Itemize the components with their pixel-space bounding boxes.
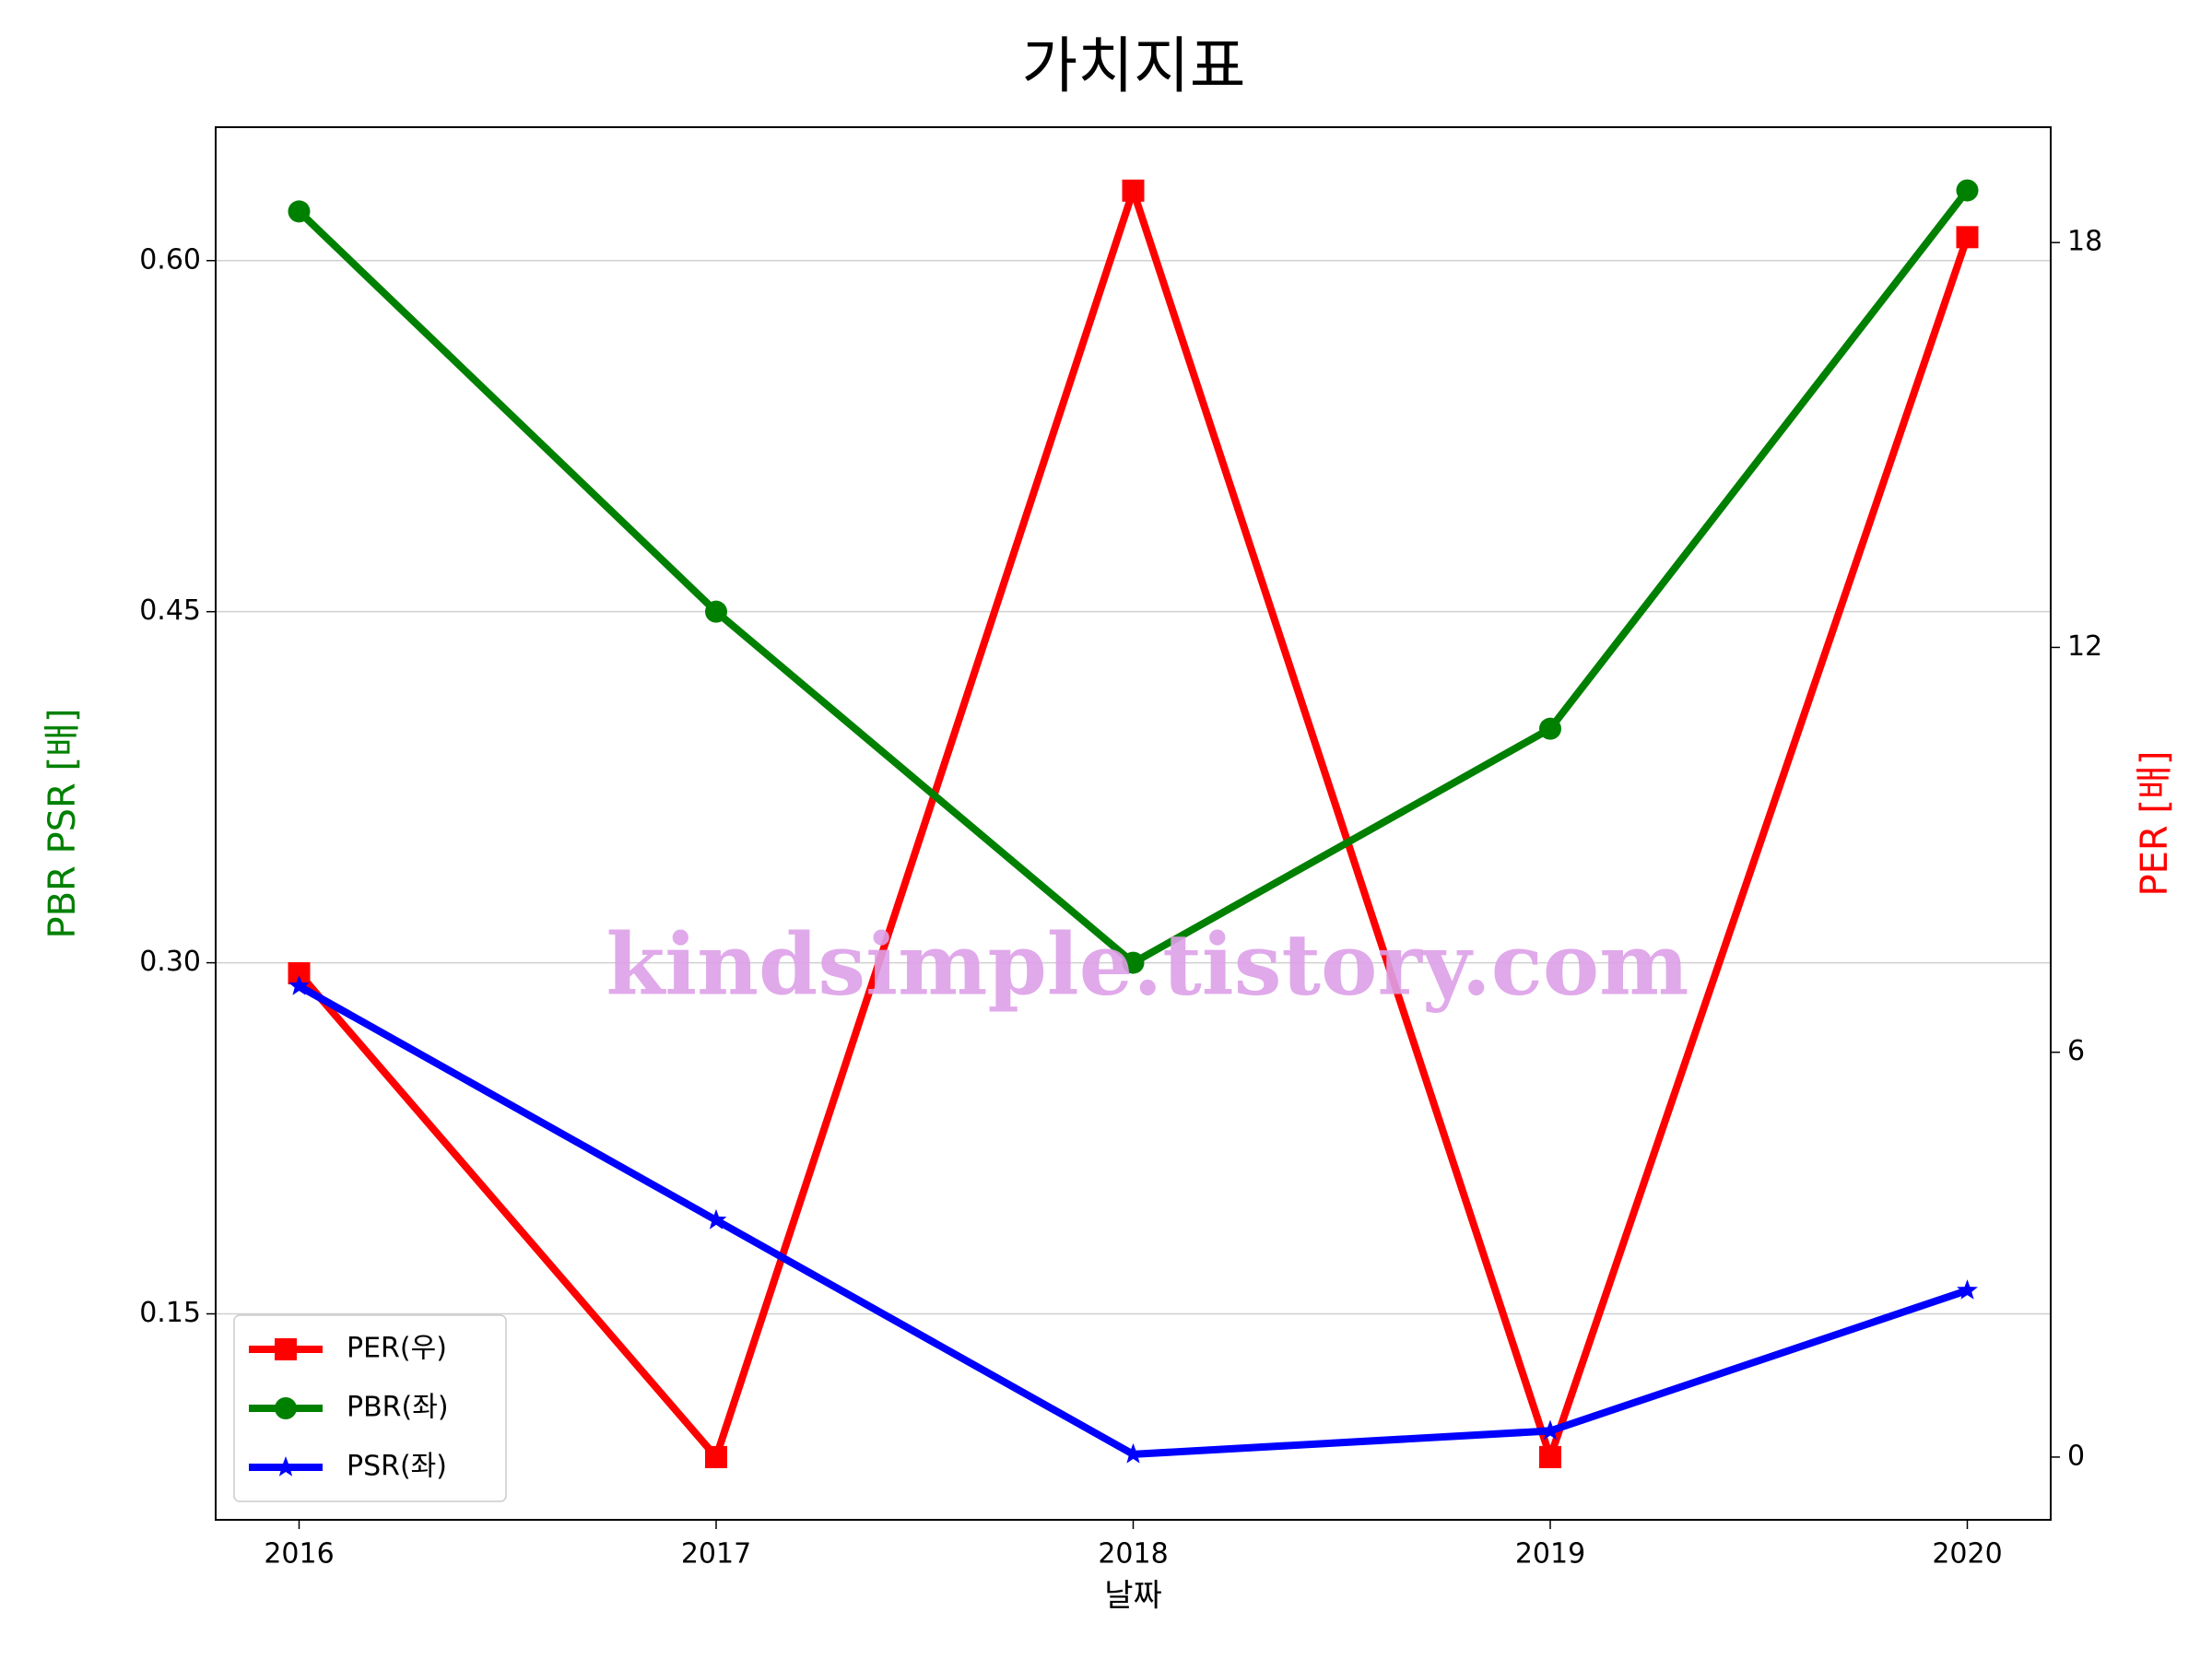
x-tick-label: 2019 [1515, 1538, 1585, 1571]
legend-label: PER(우) [347, 1333, 447, 1365]
y-axis-label: PBR PSR [배] [41, 708, 84, 938]
y-tick-label: 0.30 [139, 946, 201, 978]
x-tick-label: 2020 [1932, 1538, 2002, 1571]
y-tick-label: 0.45 [139, 594, 201, 627]
series-line [296, 188, 1971, 967]
legend-box [233, 1314, 507, 1502]
series-line [297, 982, 1969, 1458]
chart-title: 가치지표 [1022, 30, 1246, 101]
legend: PER(우) PBR(좌) PSR(좌) [233, 1314, 507, 1502]
marker [1539, 1419, 1561, 1441]
marker [1956, 226, 1979, 249]
x-tick-label: 2017 [681, 1538, 751, 1571]
marker [1122, 179, 1145, 202]
marker [288, 975, 310, 995]
marker [1956, 179, 1979, 202]
marker [1539, 1445, 1561, 1468]
legend-label: PSR(좌) [347, 1451, 447, 1483]
marker [1122, 951, 1145, 974]
y2-tick-label: 18 [2067, 226, 2102, 258]
marker [705, 1208, 727, 1230]
marker [288, 200, 311, 223]
watermark: kindsimple.tistory.com [606, 915, 1688, 1015]
marker [1123, 1442, 1144, 1464]
y-tick-label: 0.15 [139, 1297, 201, 1329]
marker [1957, 1279, 1978, 1300]
y-tick-label: 0.60 [139, 243, 201, 276]
marker [275, 1397, 297, 1419]
legend-label: PBR(좌) [347, 1392, 449, 1424]
marker [705, 1445, 727, 1468]
axes-frame [215, 126, 2052, 1521]
x-tick-label: 2018 [1098, 1538, 1168, 1571]
series-line [296, 186, 1971, 1461]
marker [275, 1456, 297, 1477]
y2-tick-label: 12 [2067, 630, 2102, 663]
y2-axis-label: PER [배] [2134, 751, 2176, 897]
marker [705, 600, 727, 623]
y2-tick-label: 6 [2067, 1035, 2085, 1067]
x-tick-label: 2016 [264, 1538, 334, 1571]
x-axis-label: 날짜 [1104, 1578, 1162, 1615]
y2-tick-label: 0 [2067, 1440, 2085, 1472]
marker [1539, 717, 1561, 740]
marker [275, 1338, 297, 1360]
